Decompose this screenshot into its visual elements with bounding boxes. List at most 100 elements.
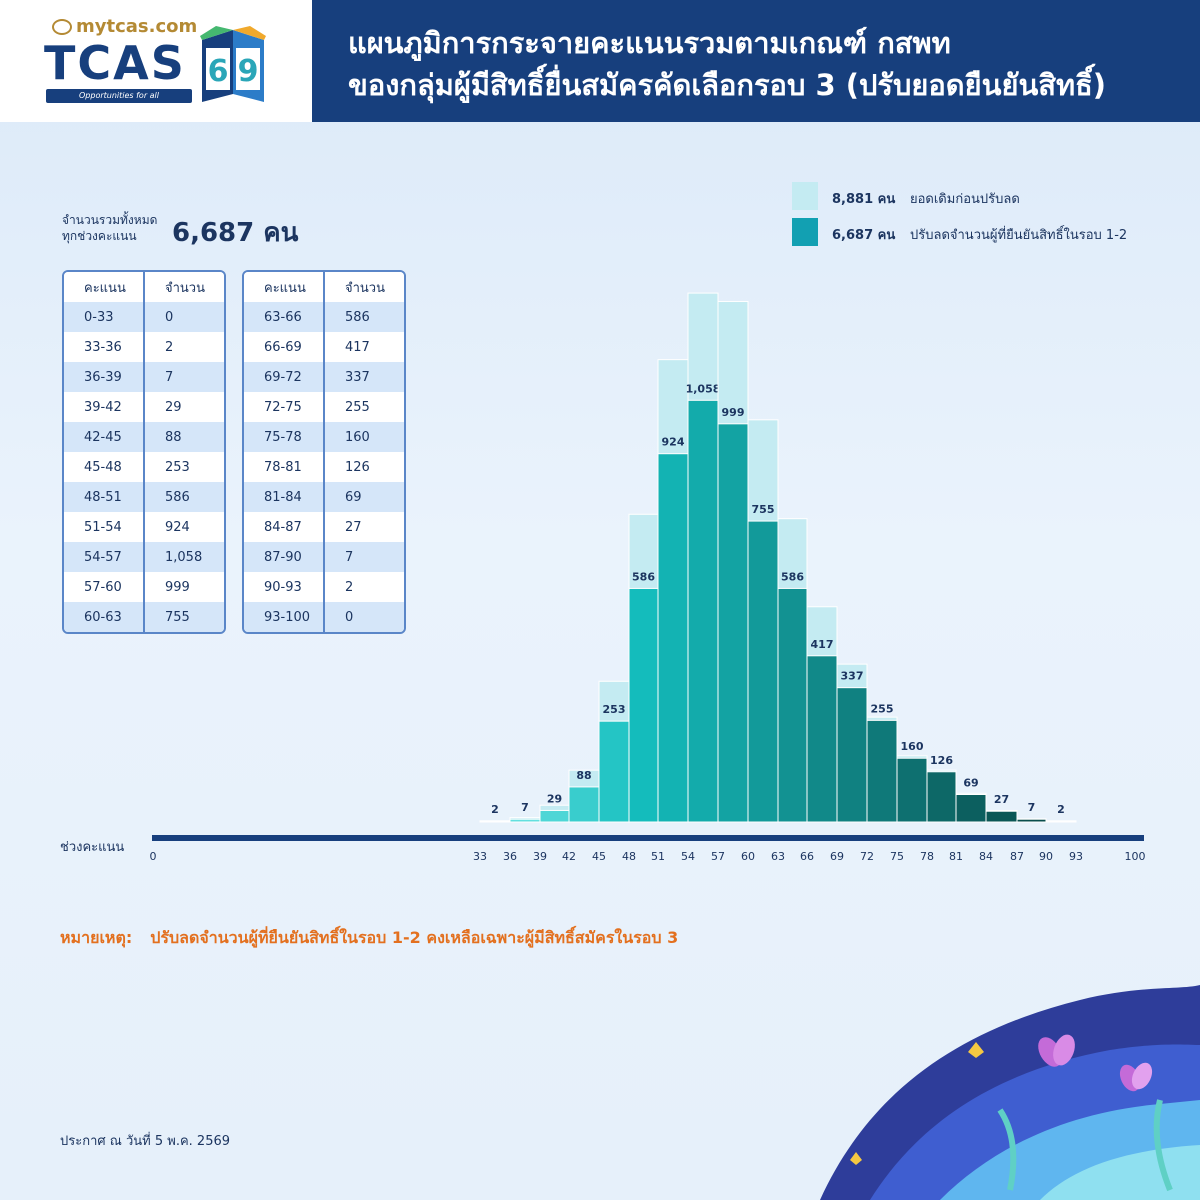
logo-digit-9: 9 xyxy=(238,54,259,89)
bar-after xyxy=(568,786,600,823)
score-table-left: คะแนน จำนวน 0-33 0 33-36 2 36-39 7 39-42 29 42-4… xyxy=(62,270,226,634)
count-cell: 337 xyxy=(324,362,404,392)
logo[interactable]: mytcas.com TCAS Opportunities for all 6 … xyxy=(0,0,312,122)
score-cell: 93-100 xyxy=(244,602,325,632)
bar-value-label: 755 xyxy=(752,503,775,516)
score-cell: 90-93 xyxy=(244,572,325,602)
table-row: 51-54 924 xyxy=(64,512,224,542)
score-cell: 48-51 xyxy=(64,482,145,512)
table-row: 54-57 1,058 xyxy=(64,542,224,572)
bar-value-label: 126 xyxy=(930,754,953,767)
bar-value-label: 255 xyxy=(871,702,894,715)
score-cell: 63-66 xyxy=(244,302,325,332)
legend-after-label: ปรับลดจำนวนผู้ที่ยืนยันสิทธิ์ในรอบ 1-2 xyxy=(910,228,1128,243)
count-cell: 586 xyxy=(144,482,224,512)
x-axis-label: ช่วงคะแนน xyxy=(60,840,125,855)
tagline: Opportunities for all xyxy=(46,89,192,103)
bar-after xyxy=(985,810,1018,823)
x-tick-label: 69 xyxy=(830,850,844,863)
x-tick-label: 84 xyxy=(979,850,993,863)
table-row: 78-81 126 xyxy=(244,452,404,482)
bar-after xyxy=(955,793,987,823)
title-bar xyxy=(312,0,1200,122)
count-cell: 417 xyxy=(324,332,404,362)
count-cell: 2 xyxy=(144,332,224,362)
count-cell: 924 xyxy=(144,512,224,542)
count-cell: 29 xyxy=(144,392,224,422)
x-tick-label: 90 xyxy=(1039,850,1053,863)
count-cell: 160 xyxy=(324,422,404,452)
count-cell: 0 xyxy=(324,602,404,632)
bar-value-label: 2 xyxy=(491,803,499,816)
table-row: 60-63 755 xyxy=(64,602,224,632)
bar-value-label: 999 xyxy=(722,406,745,419)
total-value: 6,687 คน xyxy=(172,218,299,248)
bar-after xyxy=(598,720,630,823)
score-cell: 39-42 xyxy=(64,392,145,422)
score-cell: 60-63 xyxy=(64,602,145,632)
table-row: 81-84 69 xyxy=(244,482,404,512)
x-tick-label: 72 xyxy=(860,850,874,863)
x-tick-label: 54 xyxy=(681,850,695,863)
x-tick-label: 81 xyxy=(949,850,963,863)
bar-after xyxy=(717,423,749,823)
score-cell: 69-72 xyxy=(244,362,325,392)
x-tick-label: 33 xyxy=(473,850,487,863)
header: mytcas.com TCAS Opportunities for all 6 … xyxy=(0,0,1200,122)
table-row: 87-90 7 xyxy=(244,542,404,572)
site-name: mytcas.com xyxy=(52,16,197,37)
col-count-header: จำนวน xyxy=(324,272,404,302)
bar-value-label: 88 xyxy=(576,769,591,782)
legend-swatch-before xyxy=(792,182,818,210)
count-cell: 999 xyxy=(144,572,224,602)
x-tick-label: 93 xyxy=(1069,850,1083,863)
bar-after xyxy=(806,655,838,823)
score-cell: 33-36 xyxy=(64,332,145,362)
bar-value-label: 924 xyxy=(662,436,685,449)
bar-after xyxy=(777,587,808,823)
x-tick-label: 66 xyxy=(800,850,814,863)
count-cell: 586 xyxy=(324,302,404,332)
score-cell: 87-90 xyxy=(244,542,325,572)
eye-icon xyxy=(52,19,72,35)
col-score-header: คะแนน xyxy=(64,272,145,302)
total-label-line-2: ทุกช่วงคะแนน xyxy=(62,229,137,243)
count-cell: 7 xyxy=(324,542,404,572)
x-tick-label: 0 xyxy=(150,850,157,863)
score-cell: 54-57 xyxy=(64,542,145,572)
table-row: 45-48 253 xyxy=(64,452,224,482)
x-tick-label: 100 xyxy=(1125,850,1146,863)
table-row: 72-75 255 xyxy=(244,392,404,422)
score-cell: 42-45 xyxy=(64,422,145,452)
x-tick-label: 48 xyxy=(622,850,636,863)
legend-swatch-after xyxy=(792,218,818,246)
table-row: 90-93 2 xyxy=(244,572,404,602)
bar-value-label: 337 xyxy=(841,670,864,683)
x-tick-label: 60 xyxy=(741,850,755,863)
bar-value-label: 417 xyxy=(811,638,834,651)
bar-after xyxy=(509,818,541,823)
legend-after-value: 6,687 คน xyxy=(832,228,896,243)
count-cell: 253 xyxy=(144,452,224,482)
book-logo-icon: 6 9 xyxy=(200,26,266,102)
score-cell: 36-39 xyxy=(64,362,145,392)
count-cell: 1,058 xyxy=(144,542,224,572)
x-tick-label: 75 xyxy=(890,850,904,863)
count-cell: 755 xyxy=(144,602,224,632)
table-row: 57-60 999 xyxy=(64,572,224,602)
x-tick-label: 51 xyxy=(651,850,665,863)
score-cell: 0-33 xyxy=(64,302,145,332)
note: หมายเหตุ: ปรับลดจำนวนผู้ที่ยืนยันสิทธิ์ใน… xyxy=(60,926,678,951)
score-cell: 78-81 xyxy=(244,452,325,482)
table-row: 42-45 88 xyxy=(64,422,224,452)
bar-after xyxy=(926,771,957,823)
title-line-2: ของกลุ่มผู้มีสิทธิ์ยื่นสมัครคัดเลือกรอบ … xyxy=(348,68,1107,102)
table-row: 84-87 27 xyxy=(244,512,404,542)
legend-before-value: 8,881 คน xyxy=(832,192,896,207)
score-cell: 72-75 xyxy=(244,392,325,422)
bar-after xyxy=(628,587,659,823)
bar-value-label: 160 xyxy=(901,740,924,753)
table-row: 75-78 160 xyxy=(244,422,404,452)
x-tick-label: 63 xyxy=(771,850,785,863)
bar-value-label: 7 xyxy=(521,801,529,814)
